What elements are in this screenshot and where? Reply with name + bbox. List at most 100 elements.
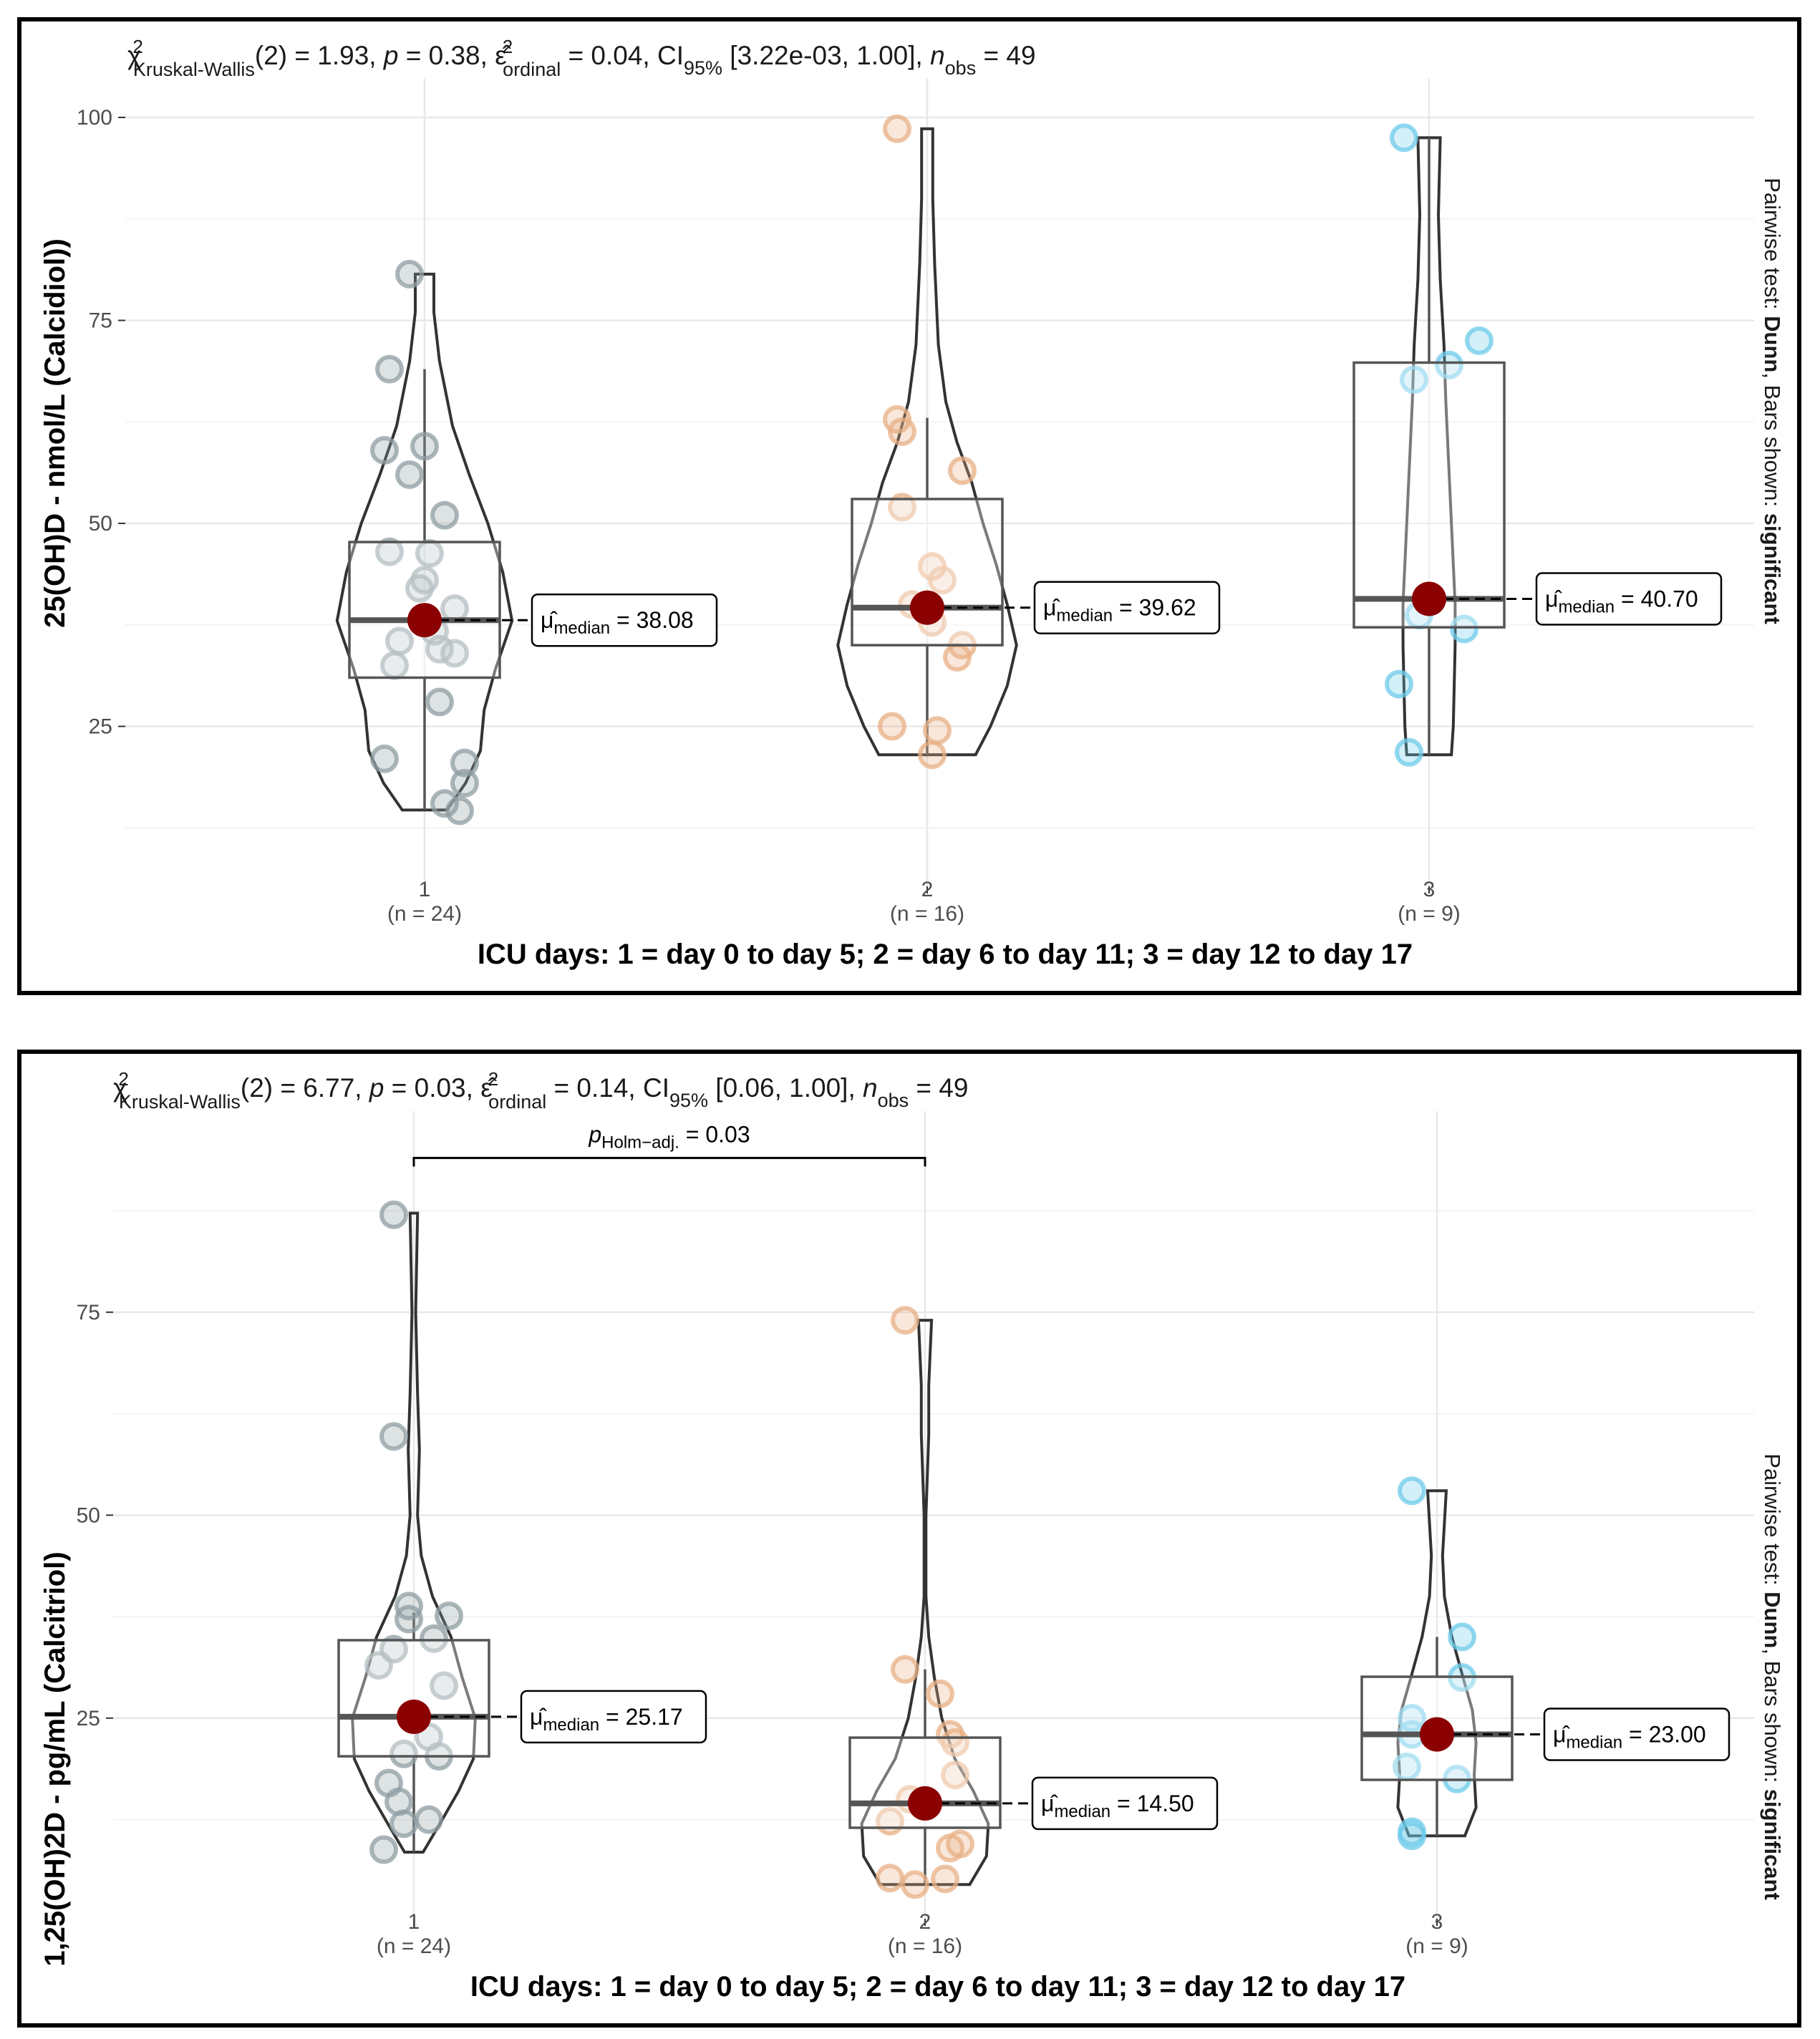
data-point: [1450, 614, 1478, 644]
median-label-box: [1535, 572, 1723, 626]
data-point: [389, 1739, 418, 1768]
data-point: [931, 1864, 959, 1894]
data-point: [928, 566, 957, 595]
plot-area: 25 50 75 μ̂median = 25.17 1(n = 24) μ̂median …: [77, 1111, 1754, 1958]
y-tick-label: 50: [89, 512, 112, 536]
x-tick-label: 1: [408, 1910, 420, 1934]
chart-calcidiol: χ2 Kruskal-Wallis(2) = 1.93, p = 0.38, ε̂…: [39, 36, 1785, 970]
data-point: [888, 417, 916, 446]
chart-subtitle: χ2 Kruskal-Wallis(2) = 6.77, p = 0.03, ε̂…: [113, 1068, 968, 1113]
violin-group-2: [836, 127, 1018, 757]
x-tick-label: 1: [419, 878, 431, 901]
data-point: [375, 537, 404, 566]
x-tick-label: 2: [919, 1910, 931, 1934]
data-point: [430, 1671, 458, 1700]
data-point: [1398, 1817, 1426, 1846]
x-tick-count: (n = 16): [890, 902, 964, 926]
median-dot: [908, 1786, 942, 1821]
median-label: μ̂median = 40.70: [1545, 586, 1698, 616]
data-point: [379, 1200, 408, 1229]
data-point: [1448, 1622, 1476, 1652]
x-axis-title: ICU days: 1 = day 0 to day 5; 2 = day 6 …: [478, 939, 1413, 970]
significance-label: pHolm−adj. = 0.03: [588, 1121, 750, 1152]
data-point: [901, 1870, 929, 1899]
data-point: [926, 1679, 954, 1708]
data-point: [364, 1651, 393, 1680]
x-tick-count: (n = 24): [387, 902, 462, 926]
data-point: [370, 435, 399, 465]
data-point: [369, 1835, 398, 1864]
data-point: [883, 114, 911, 143]
median-dot: [1420, 1717, 1454, 1752]
y-axis-title: 25(OH)D - nmol/L (Calcidiol)): [39, 238, 71, 628]
x-tick-count: (n = 9): [1405, 1934, 1468, 1958]
data-point: [425, 687, 454, 717]
chart-panel-calcidiol: χ2 Kruskal-Wallis(2) = 1.93, p = 0.38, ε̂…: [17, 17, 1801, 995]
data-point: [1385, 669, 1413, 699]
pairwise-caption: Pairwise test: Dunn, Bars shown: signifi…: [1760, 178, 1785, 624]
pairwise-caption: Pairwise test: Dunn, Bars shown: signifi…: [1760, 1453, 1785, 1900]
median-dot: [407, 603, 442, 638]
data-point: [445, 796, 474, 825]
data-point: [923, 716, 952, 745]
median-label: μ̂median = 39.62: [1043, 595, 1196, 626]
data-point: [410, 432, 439, 461]
data-point: [1465, 326, 1494, 355]
data-point: [943, 643, 972, 672]
y-axis-title: 1,25(OH)2D - pg/mL (Calcitriol): [39, 1551, 71, 1966]
data-point: [918, 740, 947, 770]
data-point: [936, 1834, 964, 1863]
x-tick-count: (n = 16): [888, 1934, 962, 1958]
data-point: [395, 259, 424, 289]
median-label-box: [1033, 581, 1221, 634]
data-point: [430, 500, 459, 530]
median-label-box: [1543, 1708, 1731, 1761]
data-point: [888, 493, 916, 522]
median-label-box: [531, 593, 718, 647]
chart-subtitle: χ2 Kruskal-Wallis(2) = 1.93, p = 0.38, ε̂…: [127, 36, 1036, 80]
data-point: [1390, 123, 1418, 152]
median-label: μ̂median = 14.50: [1041, 1791, 1194, 1821]
median-dot: [397, 1699, 431, 1734]
y-tick-label: 50: [77, 1503, 100, 1527]
median-label-box: [520, 1690, 707, 1744]
data-point: [375, 354, 404, 384]
data-point: [430, 789, 459, 818]
data-point: [405, 573, 434, 603]
plot-area: 25 50 75 100 μ̂median = 38.08 1(n = 24) μ̂medi…: [77, 79, 1754, 926]
data-point: [395, 460, 424, 489]
data-point: [415, 1805, 443, 1834]
y-tick-label: 25: [89, 715, 112, 739]
data-point: [941, 1760, 969, 1790]
chart-calcitriol: χ2 Kruskal-Wallis(2) = 6.77, p = 0.03, ε̂…: [39, 1068, 1785, 2002]
data-point: [1398, 1476, 1426, 1506]
x-tick-label: 3: [1431, 1910, 1443, 1934]
data-point: [1435, 350, 1463, 379]
data-point: [420, 1624, 448, 1653]
data-point: [1400, 365, 1428, 394]
violin-group-1: [351, 1211, 477, 1854]
data-point: [1395, 737, 1423, 767]
y-tick-label: 75: [77, 1301, 100, 1324]
median-label-box: [1031, 1776, 1219, 1831]
y-tick-label: 100: [77, 106, 112, 130]
data-point: [948, 456, 977, 485]
x-tick-count: (n = 9): [1398, 902, 1461, 926]
data-point: [891, 1655, 919, 1684]
data-point: [370, 744, 399, 773]
median-dot: [1412, 581, 1446, 616]
data-point: [389, 1809, 418, 1839]
data-point: [876, 1864, 904, 1893]
median-label: μ̂median = 23.00: [1553, 1722, 1706, 1753]
x-tick-label: 2: [921, 878, 934, 901]
data-point: [395, 1604, 423, 1634]
data-point: [450, 768, 479, 798]
median-label: μ̂median = 38.08: [541, 607, 694, 638]
median-label: μ̂median = 25.17: [530, 1704, 683, 1735]
data-point: [450, 748, 479, 778]
significance-bracket: [412, 1156, 926, 1167]
data-point: [891, 1306, 919, 1335]
x-axis-title: ICU days: 1 = day 0 to day 5; 2 = day 6 …: [470, 1971, 1405, 2002]
y-tick-label: 75: [89, 309, 112, 333]
x-tick-label: 3: [1423, 878, 1436, 901]
